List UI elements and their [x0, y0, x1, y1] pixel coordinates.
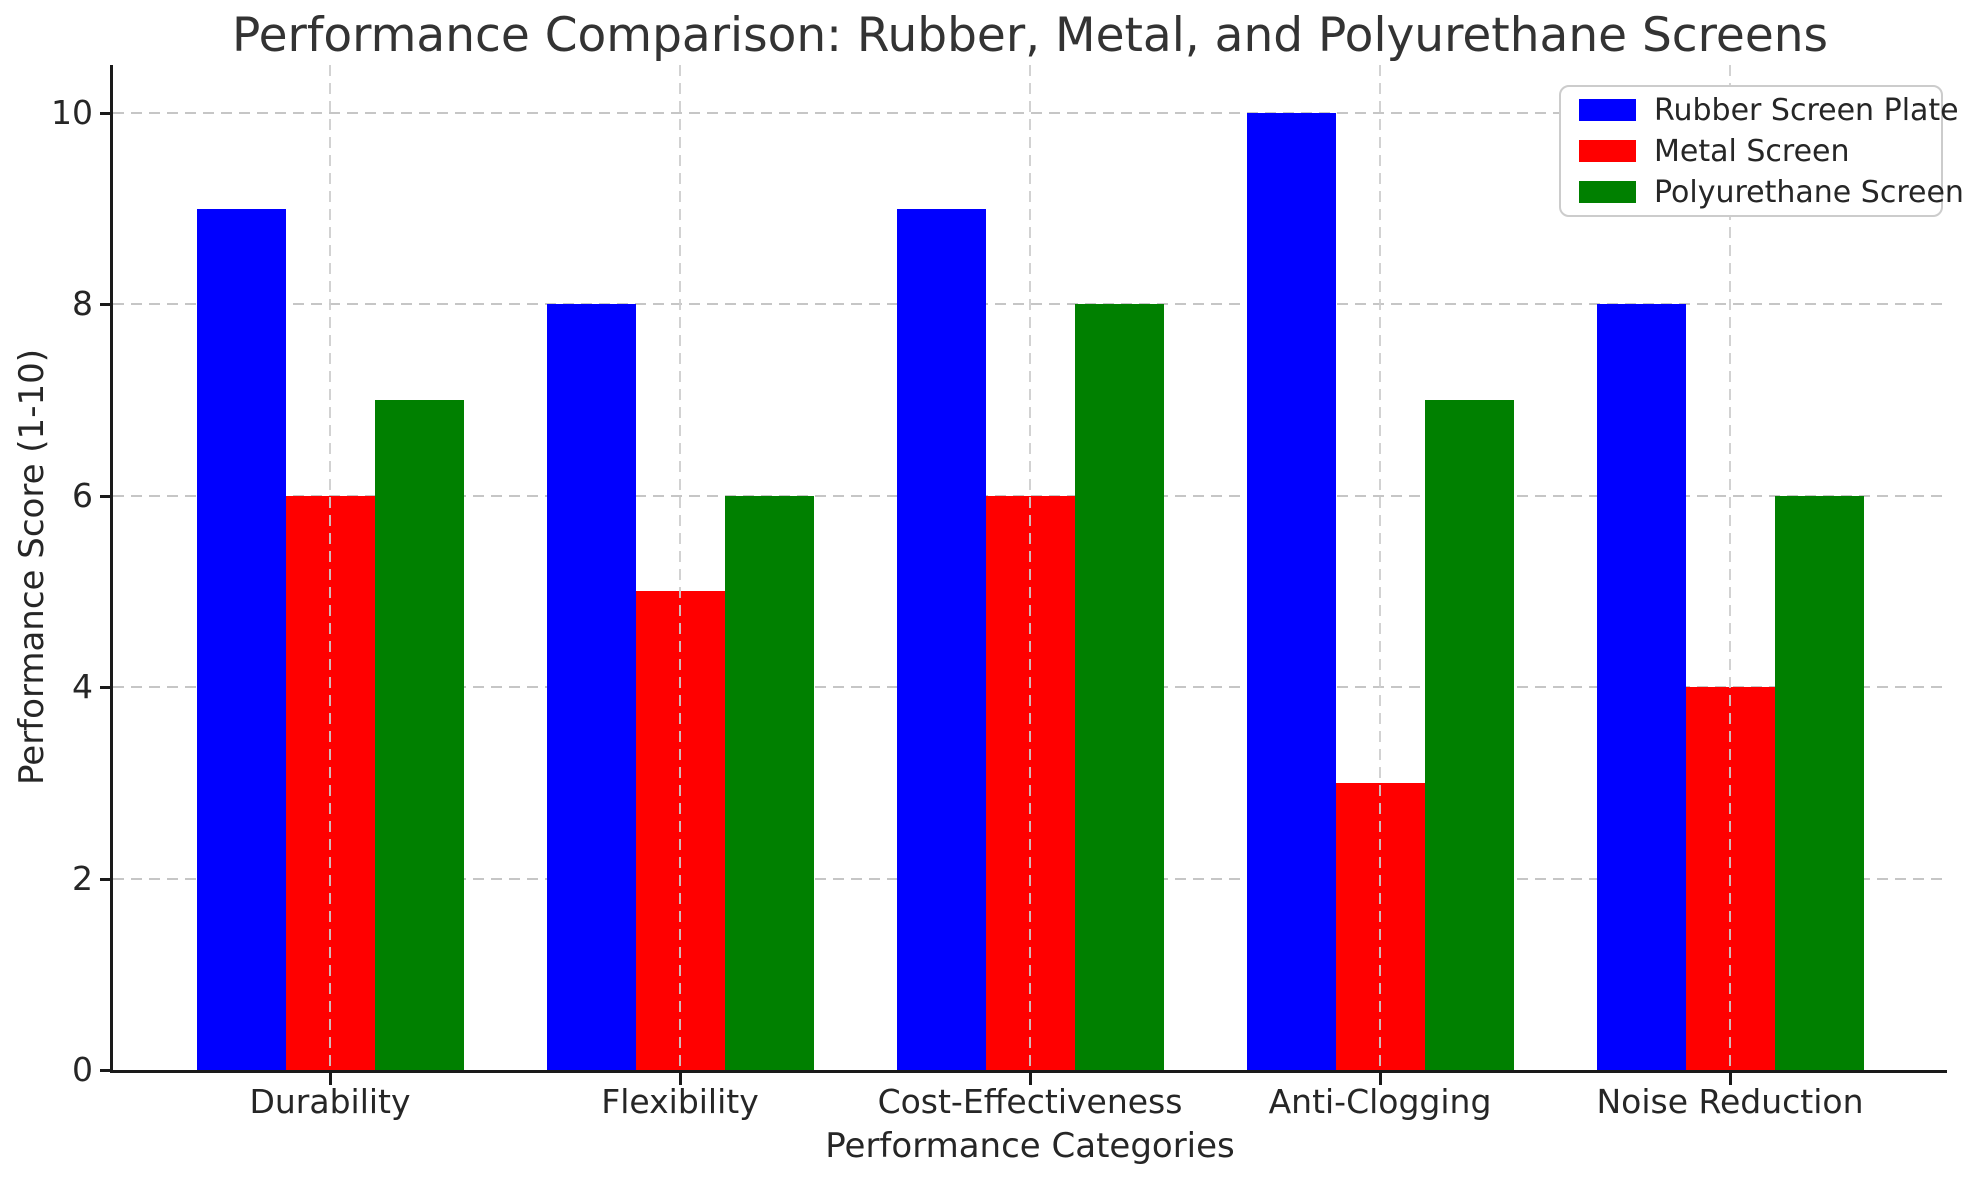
bar-cost-effectiveness-polyurethane-screen: [1074, 304, 1164, 1070]
y-tick-label: 8: [72, 284, 93, 324]
y-tick: [100, 1069, 113, 1072]
y-tick-label: 6: [72, 475, 93, 515]
legend-swatch-metal-screen: [1579, 140, 1636, 162]
y-axis-label: Performance Score (1-10): [12, 349, 52, 785]
legend-swatch-rubber-screen-plate: [1579, 99, 1636, 121]
x-axis-label: Performance Categories: [825, 1126, 1235, 1166]
bottom-spine: [110, 1070, 1947, 1073]
y-tick: [100, 111, 113, 115]
x-gridline-cost-effectiveness: [1029, 65, 1031, 1070]
x-tick: [1029, 1073, 1032, 1085]
x-tick: [1729, 1073, 1732, 1085]
x-gridline-noise-reduction: [1729, 65, 1731, 1070]
legend: Rubber Screen Plate Metal Screen Polyureth…: [1559, 85, 1964, 217]
x-tick-label-noise-reduction: Noise Reduction: [1596, 1082, 1864, 1121]
bar-durability-polyurethane-screen: [374, 400, 464, 1070]
left-spine: [110, 65, 113, 1073]
x-tick-label-anti-clogging: Anti-Clogging: [1268, 1082, 1492, 1121]
bar-flexibility-rubber-screen-plate: [546, 304, 636, 1070]
x-tick: [679, 1073, 682, 1085]
bar-cost-effectiveness-rubber-screen-plate: [896, 208, 986, 1070]
legend-item-metal-screen: Metal Screen: [1561, 131, 1941, 172]
legend-item-rubber-screen-plate: Rubber Screen Plate: [1561, 90, 1959, 131]
x-tick-label-durability: Durability: [249, 1082, 411, 1121]
y-tick-label: 4: [72, 667, 93, 707]
y-tick-label: 2: [72, 858, 93, 898]
y-tick: [100, 303, 113, 307]
y-tick: [100, 686, 113, 690]
x-gridline-flexibility: [679, 65, 681, 1070]
x-gridline-anti-clogging: [1379, 65, 1381, 1070]
y-tick-label: 10: [51, 92, 93, 132]
bar-noise-reduction-polyurethane-screen: [1774, 495, 1864, 1070]
x-tick: [1379, 1073, 1382, 1085]
bar-anti-clogging-rubber-screen-plate: [1246, 112, 1336, 1070]
x-tick-label-flexibility: Flexibility: [601, 1082, 759, 1121]
x-tick-label-cost-effectiveness: Cost-Effectiveness: [877, 1082, 1183, 1121]
y-tick: [100, 877, 113, 881]
legend-label: Rubber Screen Plate: [1654, 92, 1959, 128]
chart-title: Performance Comparison: Rubber, Metal, a…: [231, 8, 1829, 63]
x-tick: [329, 1073, 332, 1085]
legend-label: Polyurethane Screen: [1654, 174, 1964, 210]
y-tick: [100, 494, 113, 498]
x-gridline-durability: [329, 65, 331, 1070]
bar-noise-reduction-rubber-screen-plate: [1596, 304, 1686, 1070]
legend-label: Metal Screen: [1654, 133, 1850, 169]
legend-swatch-polyurethane-screen: [1579, 181, 1636, 203]
legend-item-polyurethane-screen: Polyurethane Screen: [1561, 172, 1964, 213]
bar-flexibility-polyurethane-screen: [724, 495, 814, 1070]
bar-anti-clogging-polyurethane-screen: [1424, 400, 1514, 1070]
y-tick-label: 0: [72, 1050, 93, 1089]
bar-durability-rubber-screen-plate: [196, 208, 286, 1070]
